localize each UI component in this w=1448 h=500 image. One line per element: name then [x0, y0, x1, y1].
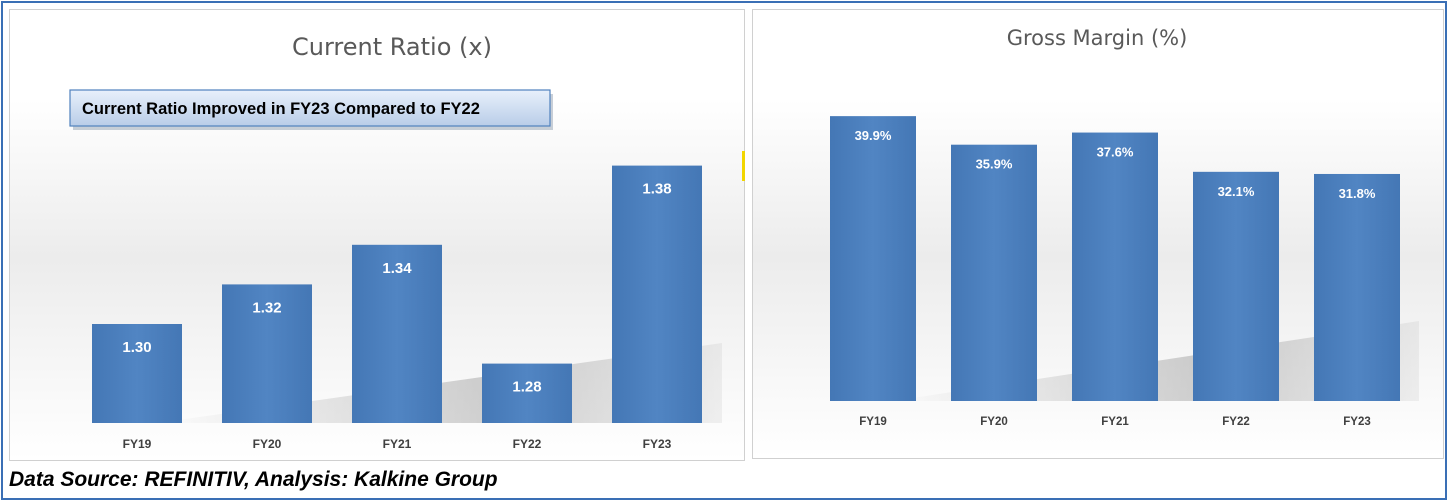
bar-fy23	[1314, 173, 1400, 401]
bar-fy23	[612, 165, 702, 423]
x-tick-label-fy23: FY23	[1343, 416, 1371, 428]
data-label-fy23: 1.38	[642, 181, 671, 198]
bar-fy19	[92, 324, 182, 423]
data-label-fy19: 39.9%	[855, 128, 892, 143]
gross-margin-panel: Gross Margin (%) 39.9% FY19 35.9% FY20 37.6% F…	[752, 9, 1444, 459]
data-label-fy19: 1.30	[122, 339, 151, 356]
annotation-box	[69, 89, 551, 127]
x-tick-label-fy21: FY21	[1101, 416, 1129, 428]
x-tick-label-fy19: FY19	[123, 437, 152, 451]
bar-fy22	[482, 363, 572, 423]
current-ratio-panel: Current Ratio (x) 1.30 FY19 1.32 FY20 1.34 FY2…	[9, 9, 745, 461]
data-source-footer: Data Source: REFINITIV, Analysis: Kalkin…	[9, 468, 498, 491]
bar-fy21	[1072, 132, 1158, 401]
data-label-fy23: 31.8%	[1339, 186, 1376, 201]
data-label-fy22: 1.28	[512, 379, 541, 396]
bar-fy20	[222, 284, 312, 423]
data-label-fy20: 35.9%	[976, 157, 1013, 172]
x-tick-label-fy22: FY22	[513, 437, 542, 451]
bar-fy21	[352, 244, 442, 423]
annotation-text: Current Ratio Improved in FY23 Compared …	[82, 100, 480, 118]
chart-title: Current Ratio (x)	[292, 33, 492, 61]
current-ratio-chart: Current Ratio (x) 1.30 FY19 1.32 FY20 1.34 FY2…	[69, 33, 722, 451]
x-tick-label-fy20: FY20	[253, 437, 282, 451]
chart-title: Gross Margin (%)	[1007, 26, 1188, 50]
bar-fy19	[830, 116, 916, 401]
bar-fy22	[1193, 171, 1279, 401]
data-label-fy21: 1.34	[382, 260, 412, 277]
bar-fy20	[951, 144, 1037, 401]
gross-margin-chart: Gross Margin (%) 39.9% FY19 35.9% FY20 37.6% F…	[830, 26, 1419, 428]
x-tick-label-fy21: FY21	[383, 437, 412, 451]
x-tick-label-fy19: FY19	[859, 416, 887, 428]
data-label-fy22: 32.1%	[1218, 184, 1255, 199]
data-label-fy20: 1.32	[252, 299, 281, 316]
data-label-fy21: 37.6%	[1097, 145, 1134, 160]
x-tick-label-fy22: FY22	[1222, 416, 1250, 428]
x-tick-label-fy20: FY20	[980, 416, 1008, 428]
divider-marker	[742, 151, 745, 181]
x-tick-label-fy23: FY23	[643, 437, 672, 451]
